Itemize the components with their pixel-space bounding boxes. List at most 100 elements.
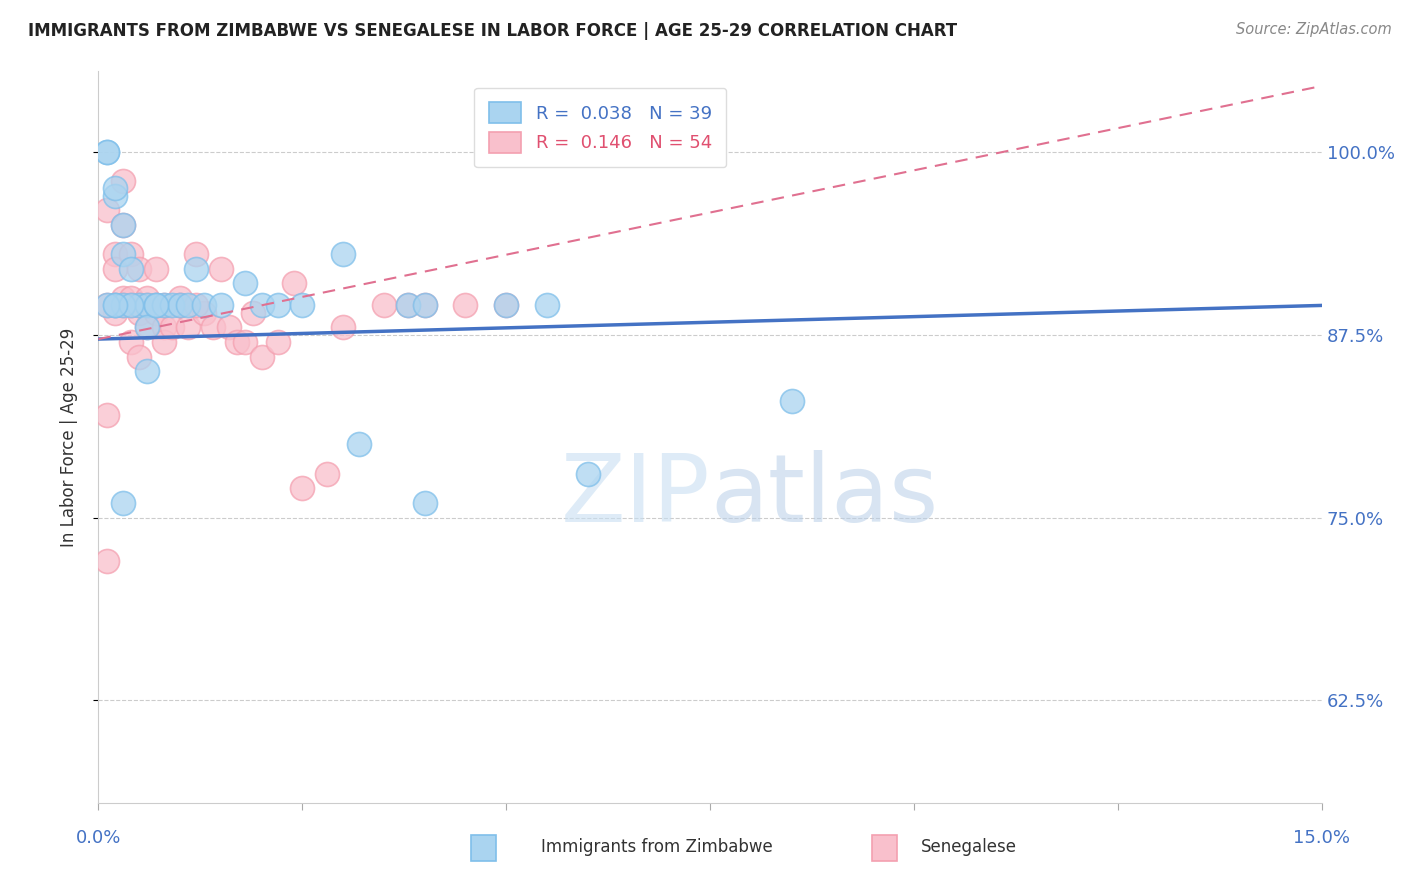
Y-axis label: In Labor Force | Age 25-29: In Labor Force | Age 25-29	[59, 327, 77, 547]
Legend: R =  0.038   N = 39, R =  0.146   N = 54: R = 0.038 N = 39, R = 0.146 N = 54	[474, 87, 727, 168]
Point	[169, 298, 191, 312]
Point	[193, 298, 215, 312]
Point	[396, 298, 419, 312]
Point	[152, 298, 174, 312]
Point	[145, 261, 167, 276]
Point	[186, 261, 208, 276]
Point	[136, 298, 159, 312]
Point	[169, 291, 191, 305]
Point	[283, 277, 305, 291]
Point	[104, 298, 127, 312]
Point	[242, 306, 264, 320]
Point	[152, 298, 174, 312]
Point	[396, 298, 419, 312]
Point	[136, 298, 159, 312]
Point	[111, 174, 134, 188]
Point	[332, 247, 354, 261]
Point	[111, 247, 134, 261]
Point	[120, 298, 142, 312]
Point	[209, 261, 232, 276]
Point	[413, 298, 436, 312]
Point	[332, 320, 354, 334]
Point	[104, 181, 127, 195]
Point	[136, 320, 159, 334]
Point	[177, 298, 200, 312]
Point	[291, 481, 314, 495]
Point	[413, 496, 436, 510]
Text: Immigrants from Zimbabwe: Immigrants from Zimbabwe	[541, 838, 773, 856]
Point	[233, 334, 256, 349]
Point	[104, 298, 127, 312]
Point	[128, 298, 150, 312]
Point	[145, 298, 167, 312]
Point	[111, 496, 134, 510]
Point	[152, 320, 174, 334]
Point	[96, 554, 118, 568]
Text: Senegalese: Senegalese	[921, 838, 1017, 856]
Text: IMMIGRANTS FROM ZIMBABWE VS SENEGALESE IN LABOR FORCE | AGE 25-29 CORRELATION CH: IMMIGRANTS FROM ZIMBABWE VS SENEGALESE I…	[28, 22, 957, 40]
Point	[145, 298, 167, 312]
Point	[576, 467, 599, 481]
Point	[495, 298, 517, 312]
Point	[120, 291, 142, 305]
Point	[233, 277, 256, 291]
Point	[193, 306, 215, 320]
Point	[111, 298, 134, 312]
Point	[120, 334, 142, 349]
Point	[267, 334, 290, 349]
Point	[160, 320, 183, 334]
Point	[136, 291, 159, 305]
Point	[104, 261, 127, 276]
Point	[349, 437, 371, 451]
Point	[454, 298, 477, 312]
Point	[536, 298, 558, 312]
Point	[96, 145, 118, 159]
Point	[250, 298, 273, 312]
Point	[128, 298, 150, 312]
Text: 0.0%: 0.0%	[76, 830, 121, 847]
Point	[218, 320, 240, 334]
Point	[152, 334, 174, 349]
Point	[96, 408, 118, 422]
Point	[145, 306, 167, 320]
Point	[250, 350, 273, 364]
Point	[120, 298, 142, 312]
Point	[111, 298, 134, 312]
Point	[96, 145, 118, 159]
Point	[104, 188, 127, 202]
Point	[186, 298, 208, 312]
Point	[120, 261, 142, 276]
Point	[186, 247, 208, 261]
Text: ZIP: ZIP	[561, 450, 710, 541]
Point	[201, 320, 224, 334]
Text: 15.0%: 15.0%	[1294, 830, 1350, 847]
Point	[111, 291, 134, 305]
Point	[96, 203, 118, 218]
Point	[128, 350, 150, 364]
Text: atlas: atlas	[710, 450, 938, 541]
Point	[136, 320, 159, 334]
Point	[780, 393, 803, 408]
Point	[104, 306, 127, 320]
Point	[160, 298, 183, 312]
Point	[128, 261, 150, 276]
Point	[128, 306, 150, 320]
Point	[120, 247, 142, 261]
Point	[495, 298, 517, 312]
Point	[111, 218, 134, 232]
Point	[136, 364, 159, 378]
Point	[104, 298, 127, 312]
Point	[413, 298, 436, 312]
Point	[291, 298, 314, 312]
Text: Source: ZipAtlas.com: Source: ZipAtlas.com	[1236, 22, 1392, 37]
Point	[96, 298, 118, 312]
Point	[177, 320, 200, 334]
Point	[226, 334, 249, 349]
Point	[104, 247, 127, 261]
Point	[169, 298, 191, 312]
Point	[169, 298, 191, 312]
Point	[209, 298, 232, 312]
Point	[315, 467, 337, 481]
Point	[267, 298, 290, 312]
Point	[145, 298, 167, 312]
